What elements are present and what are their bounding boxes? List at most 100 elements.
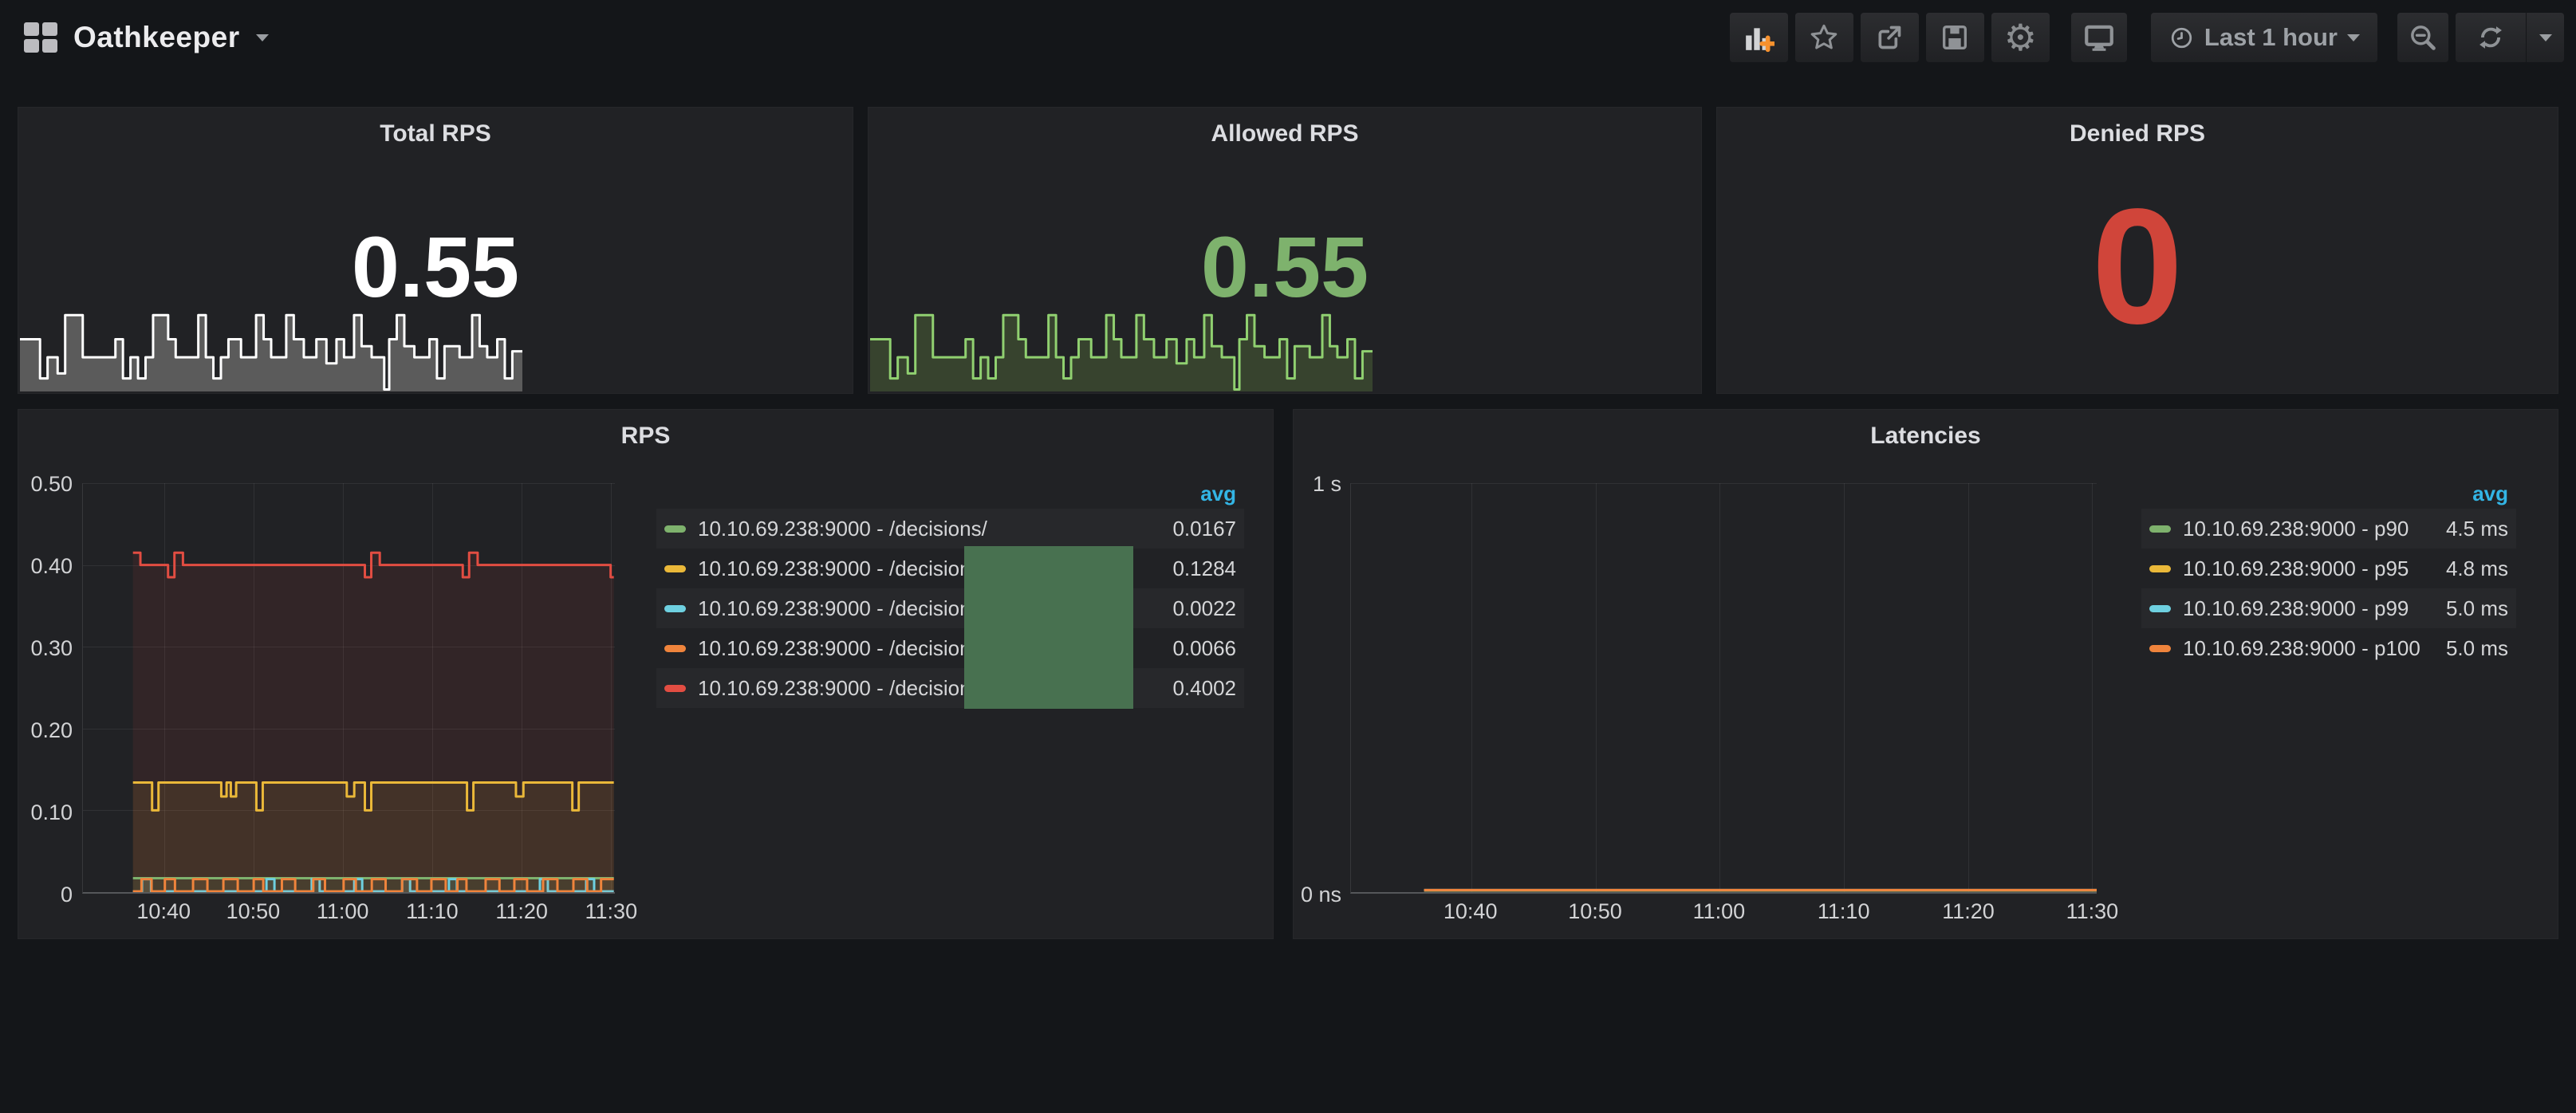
rps-legend: avg 10.10.69.238:9000 - /decisions/0.0167… <box>656 478 1244 708</box>
legend-series-label[interactable]: 10.10.69.238:9000 - /decisions/ <box>698 675 987 700</box>
dashboard-title[interactable]: Oathkeeper <box>73 21 240 53</box>
sparkline-total-rps <box>20 291 522 391</box>
legend-color-swatch[interactable] <box>664 525 686 533</box>
dashboard-grid-icon[interactable] <box>24 22 57 53</box>
toolbar: ⚙ Last 1 hour <box>1723 13 2564 62</box>
legend-color-swatch[interactable] <box>2149 564 2171 572</box>
legend-series-label[interactable]: 10.10.69.238:9000 - /decisions/ <box>698 635 987 660</box>
x-gridline <box>1471 483 1472 892</box>
legend-series-label[interactable]: 10.10.69.238:9000 - p99 <box>2183 596 2409 620</box>
cycle-view-button[interactable] <box>2070 13 2127 62</box>
legend-avg-value: 0.1284 <box>1172 556 1236 580</box>
series-line-blue <box>133 879 614 891</box>
legend-header: avg <box>656 478 1244 509</box>
legend-color-swatch[interactable] <box>2149 604 2171 612</box>
legend-series-label[interactable]: 10.10.69.238:9000 - /decisions/ <box>698 556 987 580</box>
refresh-interval-button[interactable] <box>2526 13 2564 62</box>
legend-row[interactable]: 10.10.69.238:9000 - /decisions/0.4002 <box>656 668 1244 708</box>
x-gridline <box>1595 483 1597 892</box>
save-button[interactable] <box>1925 13 1984 62</box>
latencies-legend: avg 10.10.69.238:9000 - p90 4.5 ms 10.10.69… <box>2141 478 2516 668</box>
panel-denied-rps: Denied RPS 0 <box>1716 107 2558 394</box>
panel-rps-graph: RPS 0.50 0.40 0.30 0.20 0.10 0 10:40 10:50 11:0… <box>18 409 1274 939</box>
x-tick-label: 11:00 <box>316 899 369 923</box>
legend-avg-value: 0.4002 <box>1172 675 1236 700</box>
clock-icon <box>2171 27 2192 48</box>
legend-avg-header[interactable]: avg <box>2472 482 2508 505</box>
series-line-orange <box>133 879 614 891</box>
time-picker-caret-down-icon <box>2347 33 2360 41</box>
sparkline-line <box>870 315 1373 389</box>
legend-color-swatch[interactable] <box>2149 525 2171 533</box>
add-panel-button[interactable] <box>1729 13 1788 62</box>
time-picker-button[interactable]: Last 1 hour <box>2150 13 2377 62</box>
rps-series-svg <box>132 483 614 892</box>
settings-button[interactable]: ⚙ <box>1991 13 2050 62</box>
y-gridline <box>83 483 615 484</box>
legend-series-label[interactable]: 10.10.69.238:9000 - /decisions/ <box>698 516 987 541</box>
legend-series-label[interactable]: 10.10.69.238:9000 - p95 <box>2183 556 2409 580</box>
star-button[interactable] <box>1794 13 1853 62</box>
x-gridline <box>1968 483 1970 892</box>
x-tick-label: 10:40 <box>1443 899 1498 923</box>
legend-color-swatch[interactable] <box>664 684 686 692</box>
dashboard-title-group[interactable]: Oathkeeper <box>24 21 269 54</box>
legend-series-label[interactable]: 10.10.69.238:9000 - p90 <box>2183 516 2409 541</box>
panel-title-allowed-rps[interactable]: Allowed RPS <box>1211 120 1359 147</box>
y-tick-label: 0.50 <box>30 472 73 496</box>
x-tick-label: 11:10 <box>1817 899 1870 923</box>
panel-title-total-rps[interactable]: Total RPS <box>380 120 491 147</box>
panel-title-denied-rps[interactable]: Denied RPS <box>2069 120 2206 147</box>
series-line-red <box>133 553 614 577</box>
monitor-icon <box>2085 25 2113 51</box>
dashboard-header: Oathkeeper <box>0 0 2576 75</box>
series-fill-red <box>132 553 614 892</box>
legend-color-swatch[interactable] <box>664 604 686 612</box>
star-icon <box>1811 24 1837 49</box>
sparkline-line <box>20 315 522 389</box>
panel-latencies-graph: Latencies 1 s 0 ns 10:40 10:50 11:00 11:10 11… <box>1293 409 2558 939</box>
time-range-label: Last 1 hour <box>2204 23 2338 51</box>
green-overlay-box <box>964 546 1133 709</box>
y-gridline <box>83 892 615 893</box>
share-button[interactable] <box>1860 13 1919 62</box>
legend-color-swatch[interactable] <box>664 564 686 572</box>
stat-value-total-rps: 0.55 <box>351 218 520 315</box>
rps-y-axis: 0.50 0.40 0.30 0.20 0.10 0 <box>18 472 73 907</box>
legend-row[interactable]: 10.10.69.238:9000 - /decisions/0.0066 <box>656 628 1244 668</box>
legend-color-swatch[interactable] <box>2149 644 2171 652</box>
panel-title-latencies[interactable]: Latencies <box>1870 423 1981 449</box>
legend-series-label[interactable]: 10.10.69.238:9000 - p100 <box>2183 635 2420 660</box>
legend-avg-header[interactable]: avg <box>1200 482 1236 505</box>
legend-row[interactable]: 10.10.69.238:9000 - p100 5.0 ms <box>2141 628 2516 668</box>
x-gridline <box>164 483 166 892</box>
title-caret-down-icon[interactable] <box>255 33 269 41</box>
legend-avg-value: 0.0066 <box>1172 635 1236 660</box>
refresh-button[interactable] <box>2456 13 2526 62</box>
series-line-yellow <box>133 783 614 811</box>
legend-series-label[interactable]: 10.10.69.238:9000 - /decisions/ <box>698 596 987 620</box>
y-tick-label: 0.20 <box>30 718 73 742</box>
x-tick-label: 10:50 <box>1568 899 1622 923</box>
y-tick-label: 1 s <box>1312 472 1341 496</box>
zoom-out-button[interactable] <box>2397 13 2448 62</box>
share-icon <box>1878 26 1901 49</box>
latencies-plot-area[interactable] <box>1350 483 2097 894</box>
panel-title-rps[interactable]: RPS <box>620 423 671 449</box>
legend-row[interactable]: 10.10.69.238:9000 - /decisions/0.1284 <box>656 549 1244 588</box>
y-tick-label: 0 ns <box>1300 883 1341 907</box>
x-tick-label: 10:40 <box>136 899 191 923</box>
legend-color-swatch[interactable] <box>664 644 686 652</box>
y-tick-label: 0.30 <box>30 636 73 660</box>
x-tick-label: 10:50 <box>226 899 281 923</box>
legend-row[interactable]: 10.10.69.238:9000 - p99 5.0 ms <box>2141 588 2516 628</box>
legend-row[interactable]: 10.10.69.238:9000 - p95 4.8 ms <box>2141 549 2516 588</box>
rps-plot-area[interactable] <box>82 483 615 894</box>
save-icon <box>1943 26 1967 49</box>
legend-row[interactable]: 10.10.69.238:9000 - /decisions/0.0022 <box>656 588 1244 628</box>
zoom-out-icon <box>2411 26 2436 50</box>
legend-row[interactable]: 10.10.69.238:9000 - /decisions/0.0167 <box>656 509 1244 549</box>
x-gridline <box>1844 483 1845 892</box>
legend-row[interactable]: 10.10.69.238:9000 - p90 4.5 ms <box>2141 509 2516 549</box>
